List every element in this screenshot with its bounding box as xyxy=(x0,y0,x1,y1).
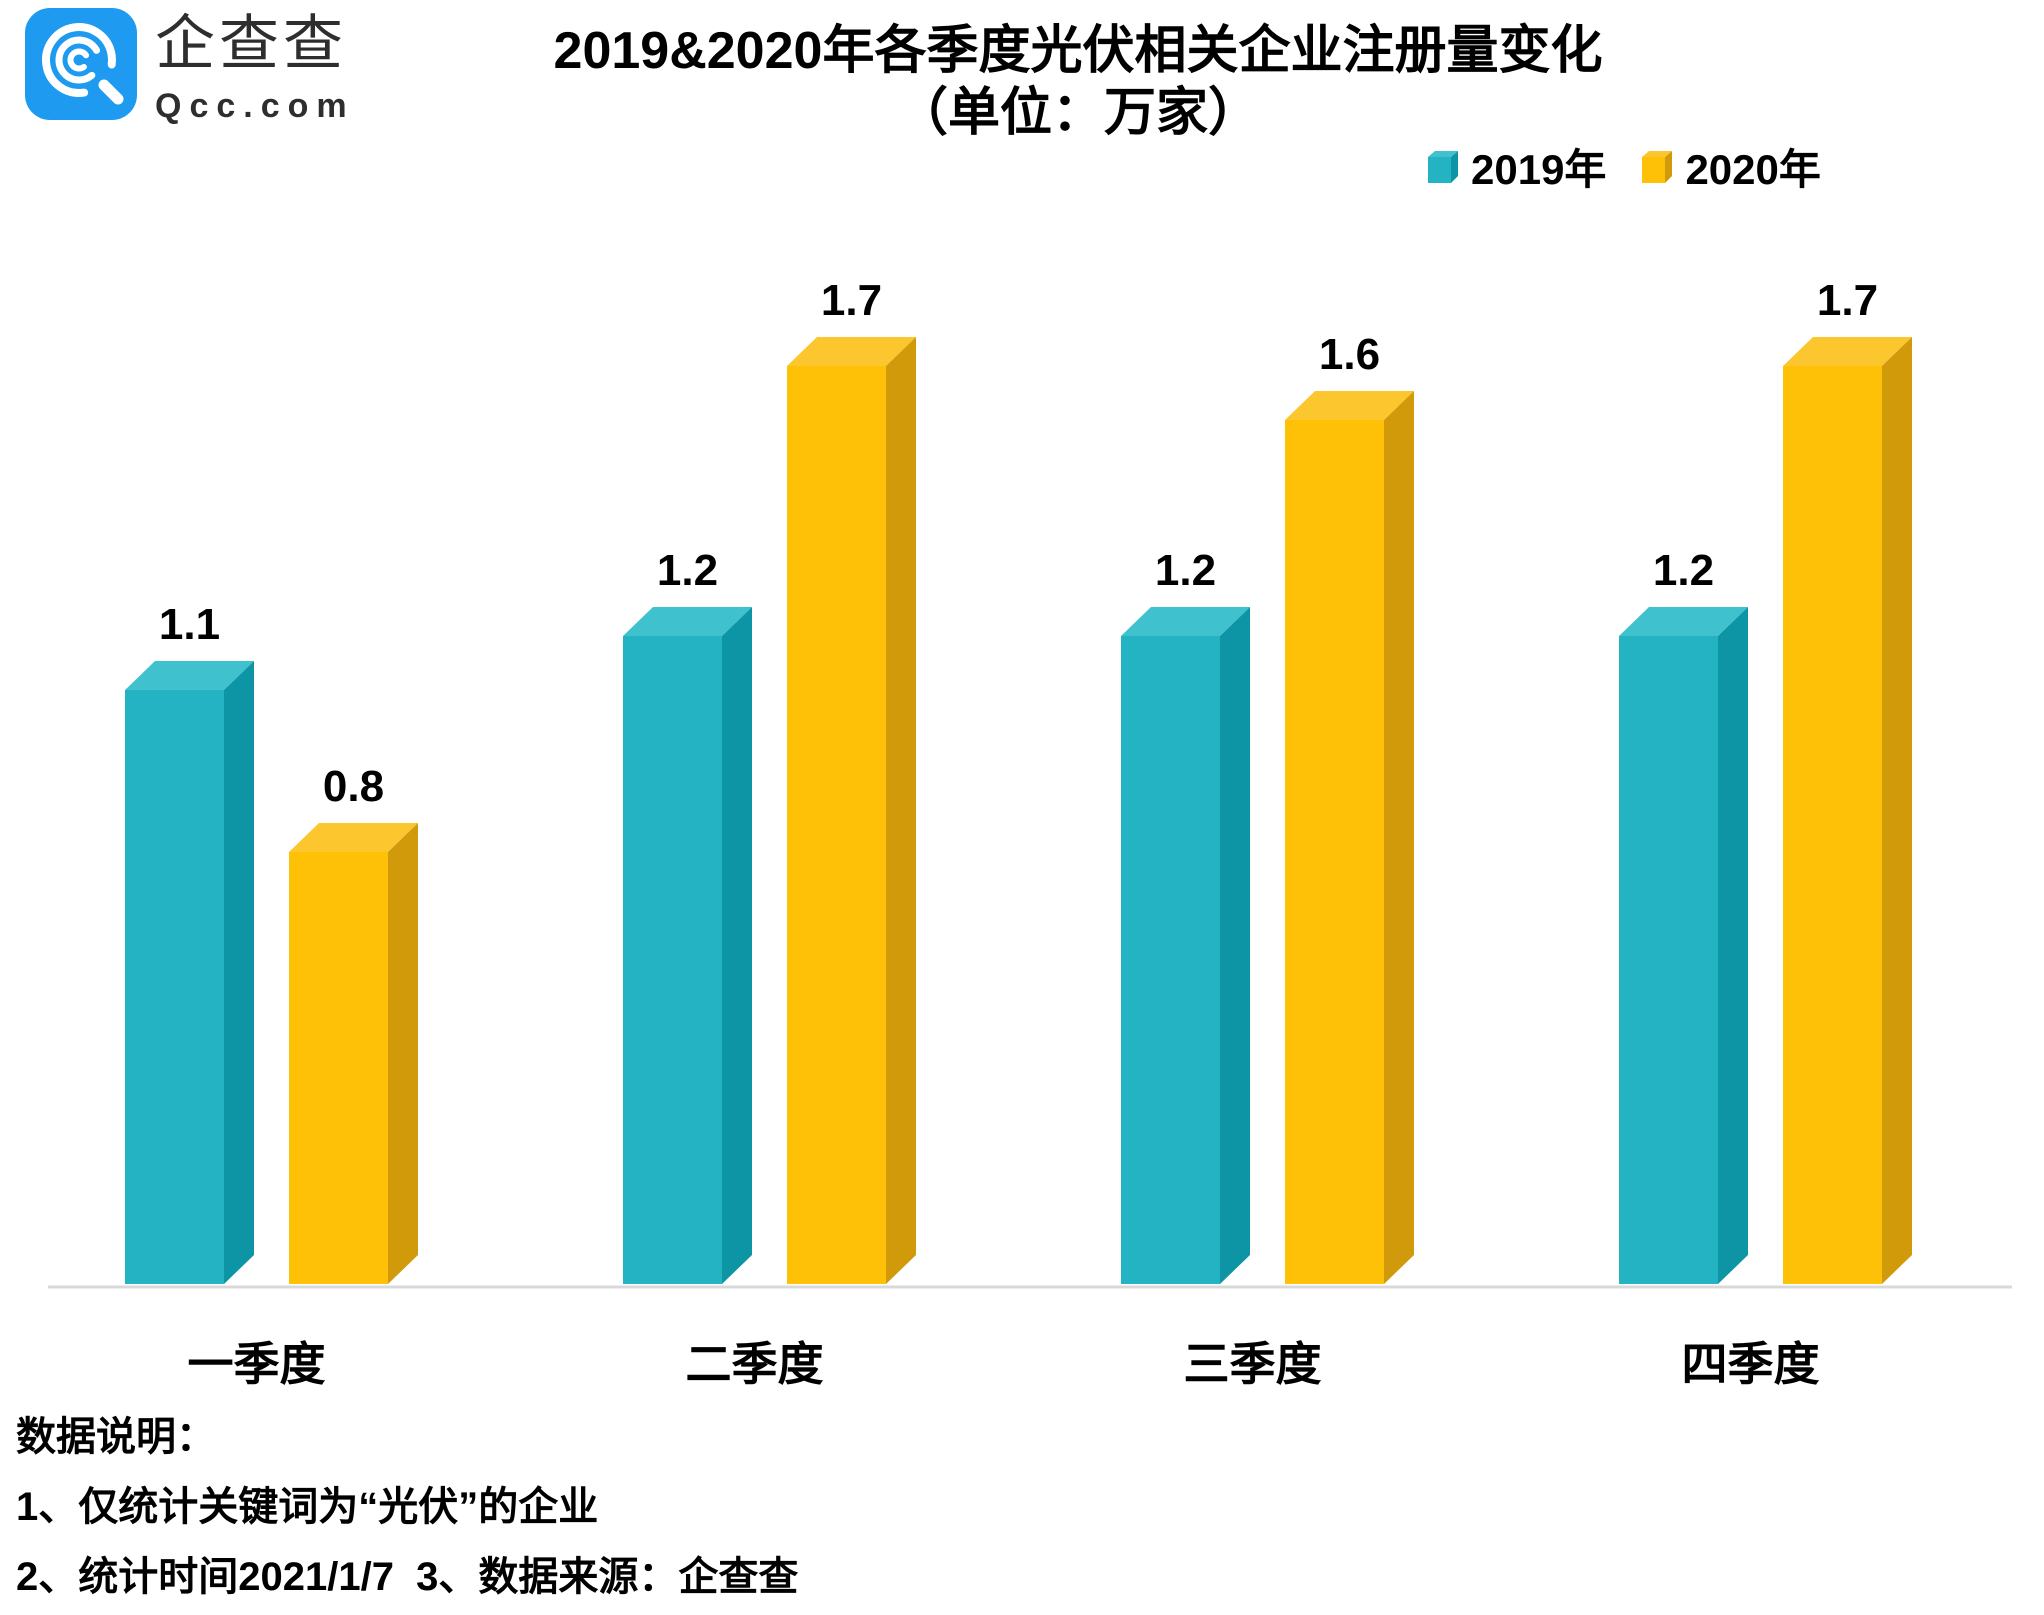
qcc-brand-text: 企查查 Qcc.com xyxy=(155,12,355,126)
brand-name-en: Qcc.com xyxy=(155,87,355,125)
bar-2019年-三季度: 1.2 xyxy=(1121,546,1250,1284)
legend-label: 2020年 xyxy=(1685,146,1821,193)
brand-name-cn: 企查查 xyxy=(155,10,347,77)
bar-2020年-三季度: 1.6 xyxy=(1285,330,1414,1284)
chart-title: 2019&2020年各季度光伏相关企业注册量变化 （单位：万家） xyxy=(112,20,2044,144)
qcc-magnifier-logo-icon xyxy=(25,8,137,120)
value-label: 1.6 xyxy=(1319,330,1380,379)
category-label: 二季度 xyxy=(686,1338,824,1390)
bar-2020年-二季度: 1.7 xyxy=(787,276,916,1284)
category-label: 一季度 xyxy=(188,1338,326,1390)
notes-line2: 2、统计时间2021/1/7 3、数据来源：企查查 xyxy=(16,1555,799,1599)
value-label: 1.7 xyxy=(1817,276,1878,325)
value-label: 0.8 xyxy=(323,762,384,811)
bar-2020年-四季度: 1.7 xyxy=(1783,276,1912,1284)
value-label: 1.7 xyxy=(821,276,882,325)
legend-swatch xyxy=(1642,150,1673,183)
bar-2019年-四季度: 1.2 xyxy=(1619,546,1748,1284)
bar-2020年-一季度: 0.8 xyxy=(289,762,418,1284)
value-label: 1.2 xyxy=(657,546,718,595)
category-label: 三季度 xyxy=(1184,1338,1322,1390)
bar-2019年-一季度: 1.1 xyxy=(125,600,254,1284)
data-notes: 数据说明： 1、仅统计关键词为“光伏”的企业 2、统计时间2021/1/7 3、… xyxy=(16,1402,798,1612)
notes-line1: 1、仅统计关键词为“光伏”的企业 xyxy=(16,1485,599,1529)
value-label: 1.2 xyxy=(1155,546,1216,595)
legend-swatch xyxy=(1428,150,1458,183)
notes-heading: 数据说明： xyxy=(16,1415,216,1459)
value-label: 1.1 xyxy=(159,600,220,649)
chart-title-line1: 2019&2020年各季度光伏相关企业注册量变化 xyxy=(553,22,1603,80)
bar-2019年-二季度: 1.2 xyxy=(623,546,752,1284)
legend-label: 2019年 xyxy=(1471,146,1607,193)
chart-title-line2: （单位：万家） xyxy=(895,84,1260,142)
legend-item-2019年: 2019年 xyxy=(1428,136,1606,197)
value-label: 1.2 xyxy=(1653,546,1714,595)
legend-item-2020年: 2020年 xyxy=(1642,136,1821,197)
chart-legend: 2019年 2020年 xyxy=(1428,136,1821,197)
qcc-logo: 企查查 Qcc.com xyxy=(25,8,355,126)
category-label: 四季度 xyxy=(1682,1338,1820,1390)
